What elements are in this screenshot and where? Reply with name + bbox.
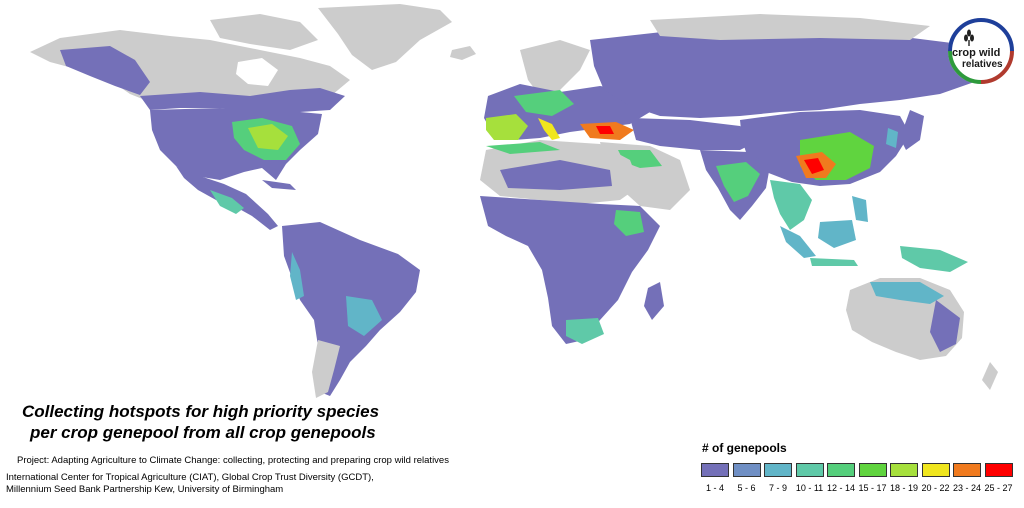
logo-word-relatives: relatives (962, 59, 1003, 70)
land-scandinavia (520, 40, 590, 96)
land-japan (900, 110, 924, 150)
legend-label: 18 - 19 (889, 483, 919, 493)
legend-label: 10 - 11 (795, 483, 824, 493)
legend-swatch (764, 463, 792, 477)
land-alaska (60, 46, 150, 95)
land-new-zealand (982, 362, 998, 390)
land-central-asia (630, 118, 760, 150)
hotspot-iberia (486, 114, 528, 140)
hotspot-brazil-south (346, 296, 382, 336)
legend-swatch (732, 463, 761, 477)
land-iceland (450, 46, 476, 60)
land-africa (480, 196, 660, 344)
legend-label: 1 - 4 (705, 483, 724, 493)
land-arctic-islands (210, 14, 318, 50)
hotspot-mediterranean-africa (486, 142, 560, 154)
legend-label: 12 - 14 (826, 483, 856, 493)
hotspot-italy (538, 118, 560, 140)
hotspot-turkey-core (596, 126, 614, 134)
legend-swatch (921, 463, 950, 477)
hotspot-andes (290, 252, 304, 300)
legend-title: # of genepools (702, 441, 787, 455)
land-borneo (818, 220, 856, 248)
hotspot-australia-north (870, 282, 944, 304)
legend-swatch (795, 463, 824, 477)
legend-swatch (984, 463, 1013, 477)
land-java (810, 258, 858, 266)
hotspot-mexico (210, 190, 244, 214)
hotspot-usa-east-core (248, 124, 288, 150)
land-siberia-arctic (650, 14, 930, 40)
legend-label: 5 - 6 (737, 483, 756, 493)
legend-label: 20 - 22 (921, 483, 950, 493)
land-southeast-asia (770, 180, 812, 230)
land-australia-east (930, 300, 960, 352)
legend-label: 25 - 27 (984, 483, 1013, 493)
land-sumatra (780, 226, 816, 258)
hotspot-china-core (804, 158, 824, 174)
crop-wild-relatives-logo: crop wild relatives (948, 18, 1014, 84)
land-russia (590, 28, 1000, 118)
legend-swatch (858, 463, 887, 477)
land-greenland (318, 4, 452, 70)
institutions-line1: International Center for Tropical Agricu… (6, 472, 374, 483)
logo-word-wild: wild (978, 47, 1000, 59)
legend-label: 15 - 17 (858, 483, 887, 493)
legend-label: 7 - 9 (768, 483, 787, 493)
legend-swatch (890, 463, 918, 477)
water-hudson-bay (236, 58, 278, 86)
land-sahara-band (500, 160, 612, 190)
land-patagonia (312, 340, 340, 398)
legend-swatch (701, 463, 729, 477)
land-canada-south (140, 88, 345, 112)
hotspot-europe-central (514, 90, 574, 116)
wheat-icon (964, 29, 974, 46)
map-title-line2: per crop genepool from all crop genepool… (30, 423, 376, 442)
logo-word-crop: crop (952, 47, 976, 59)
hotspot-south-africa (566, 318, 604, 344)
land-philippines (852, 196, 868, 222)
land-cuba (262, 180, 296, 190)
legend-label: 23 - 24 (952, 483, 982, 493)
hotspot-ethiopia (614, 210, 644, 236)
land-madagascar (644, 282, 664, 320)
hotspot-india (716, 162, 760, 202)
project-text: Project: Adapting Agriculture to Climate… (17, 455, 449, 466)
land-korea (886, 128, 898, 148)
legend-swatch (953, 463, 981, 477)
land-new-guinea (900, 246, 968, 272)
legend-swatch (827, 463, 855, 477)
institutions-line2: Millennium Seed Bank Partnership Kew, Un… (6, 484, 284, 495)
map-title-line1: Collecting hotspots for high priority sp… (22, 402, 380, 421)
